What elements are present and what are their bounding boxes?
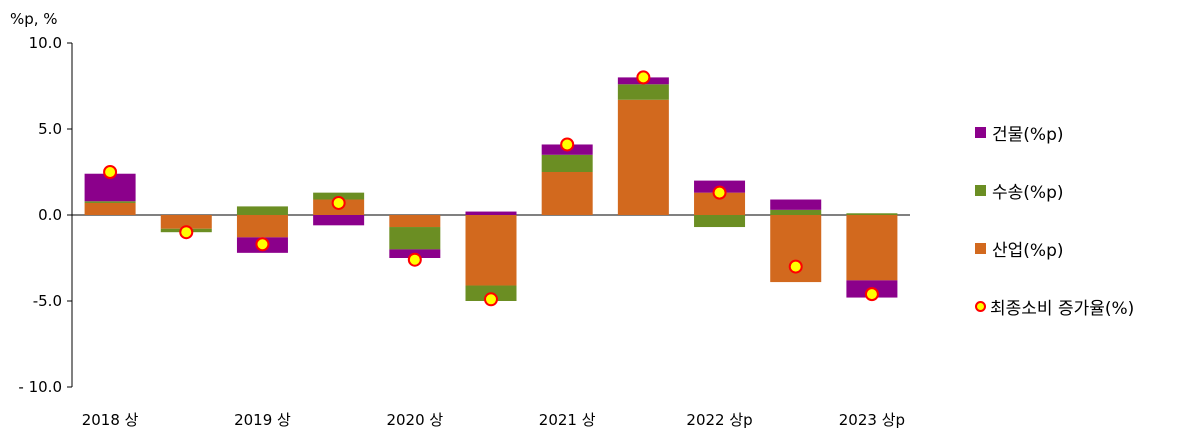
y-tick-label: 5.0 [38, 120, 62, 138]
legend-item-transport: 수송(%p) [975, 178, 1064, 203]
final-consumption-marker [331, 195, 346, 210]
final-consumption-marker [484, 292, 498, 307]
bar-segment [770, 199, 822, 210]
legend-swatch-building [975, 127, 986, 138]
x-tick-label: 2021 상 [539, 411, 596, 429]
legend-swatch-transport [975, 185, 986, 196]
y-unit-label: %p, % [10, 10, 58, 28]
bar-segment [389, 215, 441, 228]
y-tick-label: -5.0 [33, 292, 62, 310]
bar-segment [541, 154, 593, 172]
bar-segment [541, 172, 593, 215]
bar-segment [313, 215, 365, 226]
bars [84, 77, 898, 301]
final-consumption-marker [636, 70, 651, 85]
y-tick-label: 10.0 [29, 34, 62, 52]
bar-segment [694, 215, 746, 228]
bar-segment [160, 215, 212, 229]
bar-segment [236, 215, 288, 238]
x-tick-label: 2023 상p [839, 411, 905, 429]
x-tick-label: 2020 상 [386, 411, 443, 429]
bar-segment [846, 213, 898, 215]
final-consumption-marker [864, 287, 879, 302]
y-tick-label: 0.0 [38, 206, 62, 224]
legend-item-final-consumption: 최종소비 증가율(%) [975, 294, 1134, 319]
final-consumption-marker [179, 225, 194, 240]
bar-segment [84, 201, 136, 203]
final-consumption-marker [255, 237, 270, 252]
legend-label-final-consumption: 최종소비 증가율(%) [990, 299, 1135, 319]
bar-segment [465, 215, 517, 286]
legend-item-industry: 산업(%p) [975, 236, 1064, 261]
legend-label-industry: 산업(%p) [992, 241, 1064, 261]
bar-segment [389, 227, 441, 250]
x-tick-label: 2018 상 [82, 411, 139, 429]
bar-segment [617, 99, 669, 215]
bar-segment [694, 192, 746, 215]
bar-segment [236, 206, 288, 215]
final-consumption-marker [712, 185, 727, 200]
legend-item-building: 건물(%p) [975, 120, 1064, 145]
legend-marker-final-consumption [975, 301, 986, 312]
markers [103, 70, 879, 307]
legend-label-transport: 수송(%p) [992, 183, 1064, 203]
final-consumption-marker [560, 137, 575, 152]
final-consumption-marker [407, 252, 422, 267]
y-tick-label: - 10.0 [18, 378, 62, 396]
bar-segment [465, 211, 517, 215]
x-tick-label: 2019 상 [234, 411, 291, 429]
bar-segment [84, 202, 136, 215]
final-consumption-marker [103, 165, 118, 179]
bar-segment [846, 215, 898, 281]
x-tick-label: 2022 상p [686, 411, 752, 429]
legend-swatch-industry [975, 243, 986, 254]
bar-segment [770, 209, 822, 215]
legend: 건물(%p) 수송(%p) 산업(%p) 최종소비 증가율(%) [975, 0, 1199, 440]
legend-label-building: 건물(%p) [992, 125, 1064, 145]
final-consumption-marker [788, 259, 803, 274]
bar-segment [617, 84, 669, 100]
